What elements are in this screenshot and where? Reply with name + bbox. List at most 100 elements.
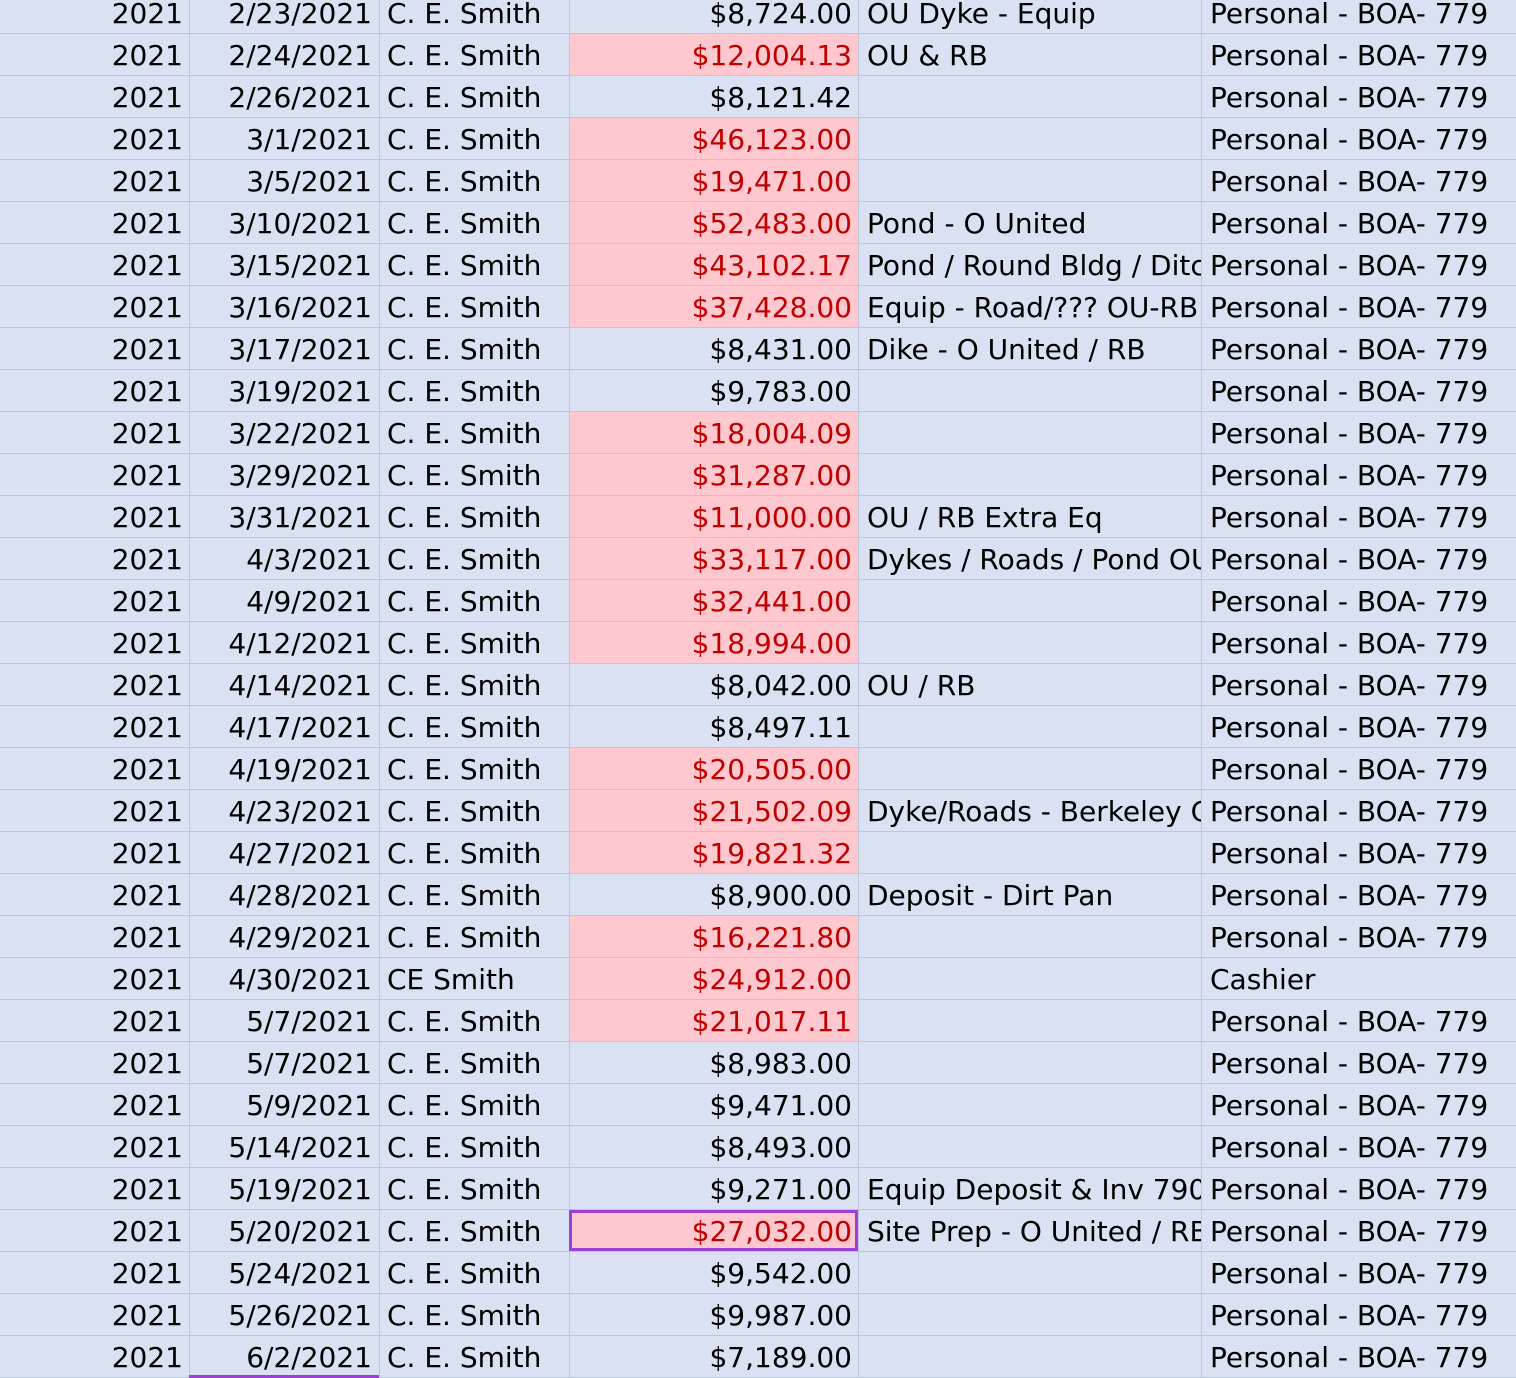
date-cell[interactable]: 4/19/2021: [189, 748, 379, 789]
memo-cell[interactable]: OU Dyke - Equip: [858, 0, 1201, 33]
account-cell[interactable]: Personal - BOA- 779: [1201, 412, 1516, 453]
memo-cell[interactable]: Dykes / Roads / Pond OU /: [858, 538, 1201, 579]
amount-cell[interactable]: $37,428.00: [569, 286, 858, 327]
memo-cell[interactable]: [858, 412, 1201, 453]
payee-cell[interactable]: C. E. Smith: [379, 1336, 569, 1377]
payee-cell[interactable]: C. E. Smith: [379, 832, 569, 873]
year-cell[interactable]: 2021: [111, 81, 183, 114]
date-cell[interactable]: 3/31/2021: [189, 496, 379, 537]
amount-cell[interactable]: $19,821.32: [569, 832, 858, 873]
amount-cell[interactable]: $8,042.00: [569, 664, 858, 705]
payee-cell[interactable]: C. E. Smith: [379, 1042, 569, 1083]
payee-cell[interactable]: C. E. Smith: [379, 748, 569, 789]
year-cell[interactable]: 2021: [111, 0, 183, 30]
date-cell[interactable]: 3/17/2021: [189, 328, 379, 369]
payee-cell[interactable]: C. E. Smith: [379, 1126, 569, 1167]
payee-cell[interactable]: C. E. Smith: [379, 118, 569, 159]
account-cell[interactable]: Personal - BOA- 779: [1201, 1042, 1516, 1083]
account-cell[interactable]: Personal - BOA- 779: [1201, 1126, 1516, 1167]
year-cell[interactable]: 2021: [111, 795, 183, 828]
account-cell[interactable]: Personal - BOA- 779: [1201, 118, 1516, 159]
date-cell[interactable]: 4/17/2021: [189, 706, 379, 747]
date-cell[interactable]: 2/26/2021: [189, 76, 379, 117]
amount-cell[interactable]: $18,004.09: [569, 412, 858, 453]
payee-cell[interactable]: C. E. Smith: [379, 622, 569, 663]
memo-cell[interactable]: Site Prep - O United / RB: [858, 1210, 1201, 1251]
year-cell[interactable]: 2021: [111, 627, 183, 660]
account-cell[interactable]: Personal - BOA- 779: [1201, 370, 1516, 411]
account-cell[interactable]: Personal - BOA- 779: [1201, 1294, 1516, 1335]
amount-cell[interactable]: $9,271.00: [569, 1168, 858, 1209]
payee-cell[interactable]: C. E. Smith: [379, 664, 569, 705]
year-cell[interactable]: 2021: [111, 921, 183, 954]
payee-cell[interactable]: C. E. Smith: [379, 412, 569, 453]
amount-cell[interactable]: $7,189.00: [569, 1336, 858, 1377]
year-cell[interactable]: 2021: [111, 1005, 183, 1038]
date-cell[interactable]: 4/9/2021: [189, 580, 379, 621]
payee-cell[interactable]: C. E. Smith: [379, 286, 569, 327]
payee-cell[interactable]: C. E. Smith: [379, 328, 569, 369]
memo-cell[interactable]: Deposit - Dirt Pan: [858, 874, 1201, 915]
memo-cell[interactable]: [858, 832, 1201, 873]
date-cell[interactable]: 4/12/2021: [189, 622, 379, 663]
memo-cell[interactable]: [858, 1084, 1201, 1125]
memo-cell[interactable]: [858, 622, 1201, 663]
account-cell[interactable]: Personal - BOA- 779: [1201, 1252, 1516, 1293]
amount-cell[interactable]: $43,102.17: [569, 244, 858, 285]
account-cell[interactable]: Personal - BOA- 779: [1201, 580, 1516, 621]
year-cell[interactable]: 2021: [111, 123, 183, 156]
year-cell[interactable]: 2021: [111, 669, 183, 702]
payee-cell[interactable]: C. E. Smith: [379, 790, 569, 831]
amount-cell[interactable]: $21,017.11: [569, 1000, 858, 1041]
year-cell[interactable]: 2021: [111, 249, 183, 282]
account-cell[interactable]: Personal - BOA- 779: [1201, 34, 1516, 75]
amount-cell[interactable]: $32,441.00: [569, 580, 858, 621]
payee-cell[interactable]: C. E. Smith: [379, 202, 569, 243]
year-cell[interactable]: 2021: [111, 1257, 183, 1290]
date-cell[interactable]: 2/24/2021: [189, 34, 379, 75]
memo-cell[interactable]: Pond / Round Bldg / Ditch: [858, 244, 1201, 285]
amount-cell[interactable]: $8,983.00: [569, 1042, 858, 1083]
amount-cell[interactable]: $8,431.00: [569, 328, 858, 369]
payee-cell[interactable]: C. E. Smith: [379, 874, 569, 915]
memo-cell[interactable]: Pond - O United: [858, 202, 1201, 243]
year-cell[interactable]: 2021: [111, 501, 183, 534]
account-cell[interactable]: Personal - BOA- 779: [1201, 916, 1516, 957]
memo-cell[interactable]: [858, 1126, 1201, 1167]
account-cell[interactable]: Personal - BOA- 779: [1201, 706, 1516, 747]
date-cell[interactable]: 3/10/2021: [189, 202, 379, 243]
payee-cell[interactable]: C. E. Smith: [379, 34, 569, 75]
payee-cell[interactable]: C. E. Smith: [379, 0, 569, 33]
year-cell[interactable]: 2021: [111, 1047, 183, 1080]
year-cell[interactable]: 2021: [111, 375, 183, 408]
amount-cell[interactable]: $33,117.00: [569, 538, 858, 579]
account-cell[interactable]: Personal - BOA- 779: [1201, 76, 1516, 117]
date-cell[interactable]: 5/14/2021: [189, 1126, 379, 1167]
year-cell[interactable]: 2021: [111, 1131, 183, 1164]
year-cell[interactable]: 2021: [111, 1089, 183, 1122]
date-cell[interactable]: 5/9/2021: [189, 1084, 379, 1125]
memo-cell[interactable]: Equip - Road/??? OU-RB: [858, 286, 1201, 327]
amount-cell[interactable]: $9,987.00: [569, 1294, 858, 1335]
date-cell[interactable]: 4/30/2021: [189, 958, 379, 999]
date-cell[interactable]: 3/1/2021: [189, 118, 379, 159]
year-cell[interactable]: 2021: [111, 1341, 183, 1374]
account-cell[interactable]: Personal - BOA- 779: [1201, 1336, 1516, 1377]
year-cell[interactable]: 2021: [111, 711, 183, 744]
date-cell[interactable]: 5/20/2021: [189, 1210, 379, 1251]
account-cell[interactable]: Personal - BOA- 779: [1201, 496, 1516, 537]
memo-cell[interactable]: Equip Deposit & Inv 79031: [858, 1168, 1201, 1209]
account-cell[interactable]: Personal - BOA- 779: [1201, 748, 1516, 789]
memo-cell[interactable]: OU & RB: [858, 34, 1201, 75]
memo-cell[interactable]: [858, 118, 1201, 159]
selected-amount-cell[interactable]: $27,032.00: [569, 1210, 858, 1251]
account-cell[interactable]: Personal - BOA- 779: [1201, 202, 1516, 243]
year-cell[interactable]: 2021: [111, 39, 183, 72]
amount-cell[interactable]: $19,471.00: [569, 160, 858, 201]
payee-cell[interactable]: C. E. Smith: [379, 160, 569, 201]
date-cell[interactable]: 4/29/2021: [189, 916, 379, 957]
amount-cell[interactable]: $24,912.00: [569, 958, 858, 999]
amount-cell[interactable]: $8,900.00: [569, 874, 858, 915]
date-cell[interactable]: 5/24/2021: [189, 1252, 379, 1293]
account-cell[interactable]: Cashier: [1201, 958, 1516, 999]
